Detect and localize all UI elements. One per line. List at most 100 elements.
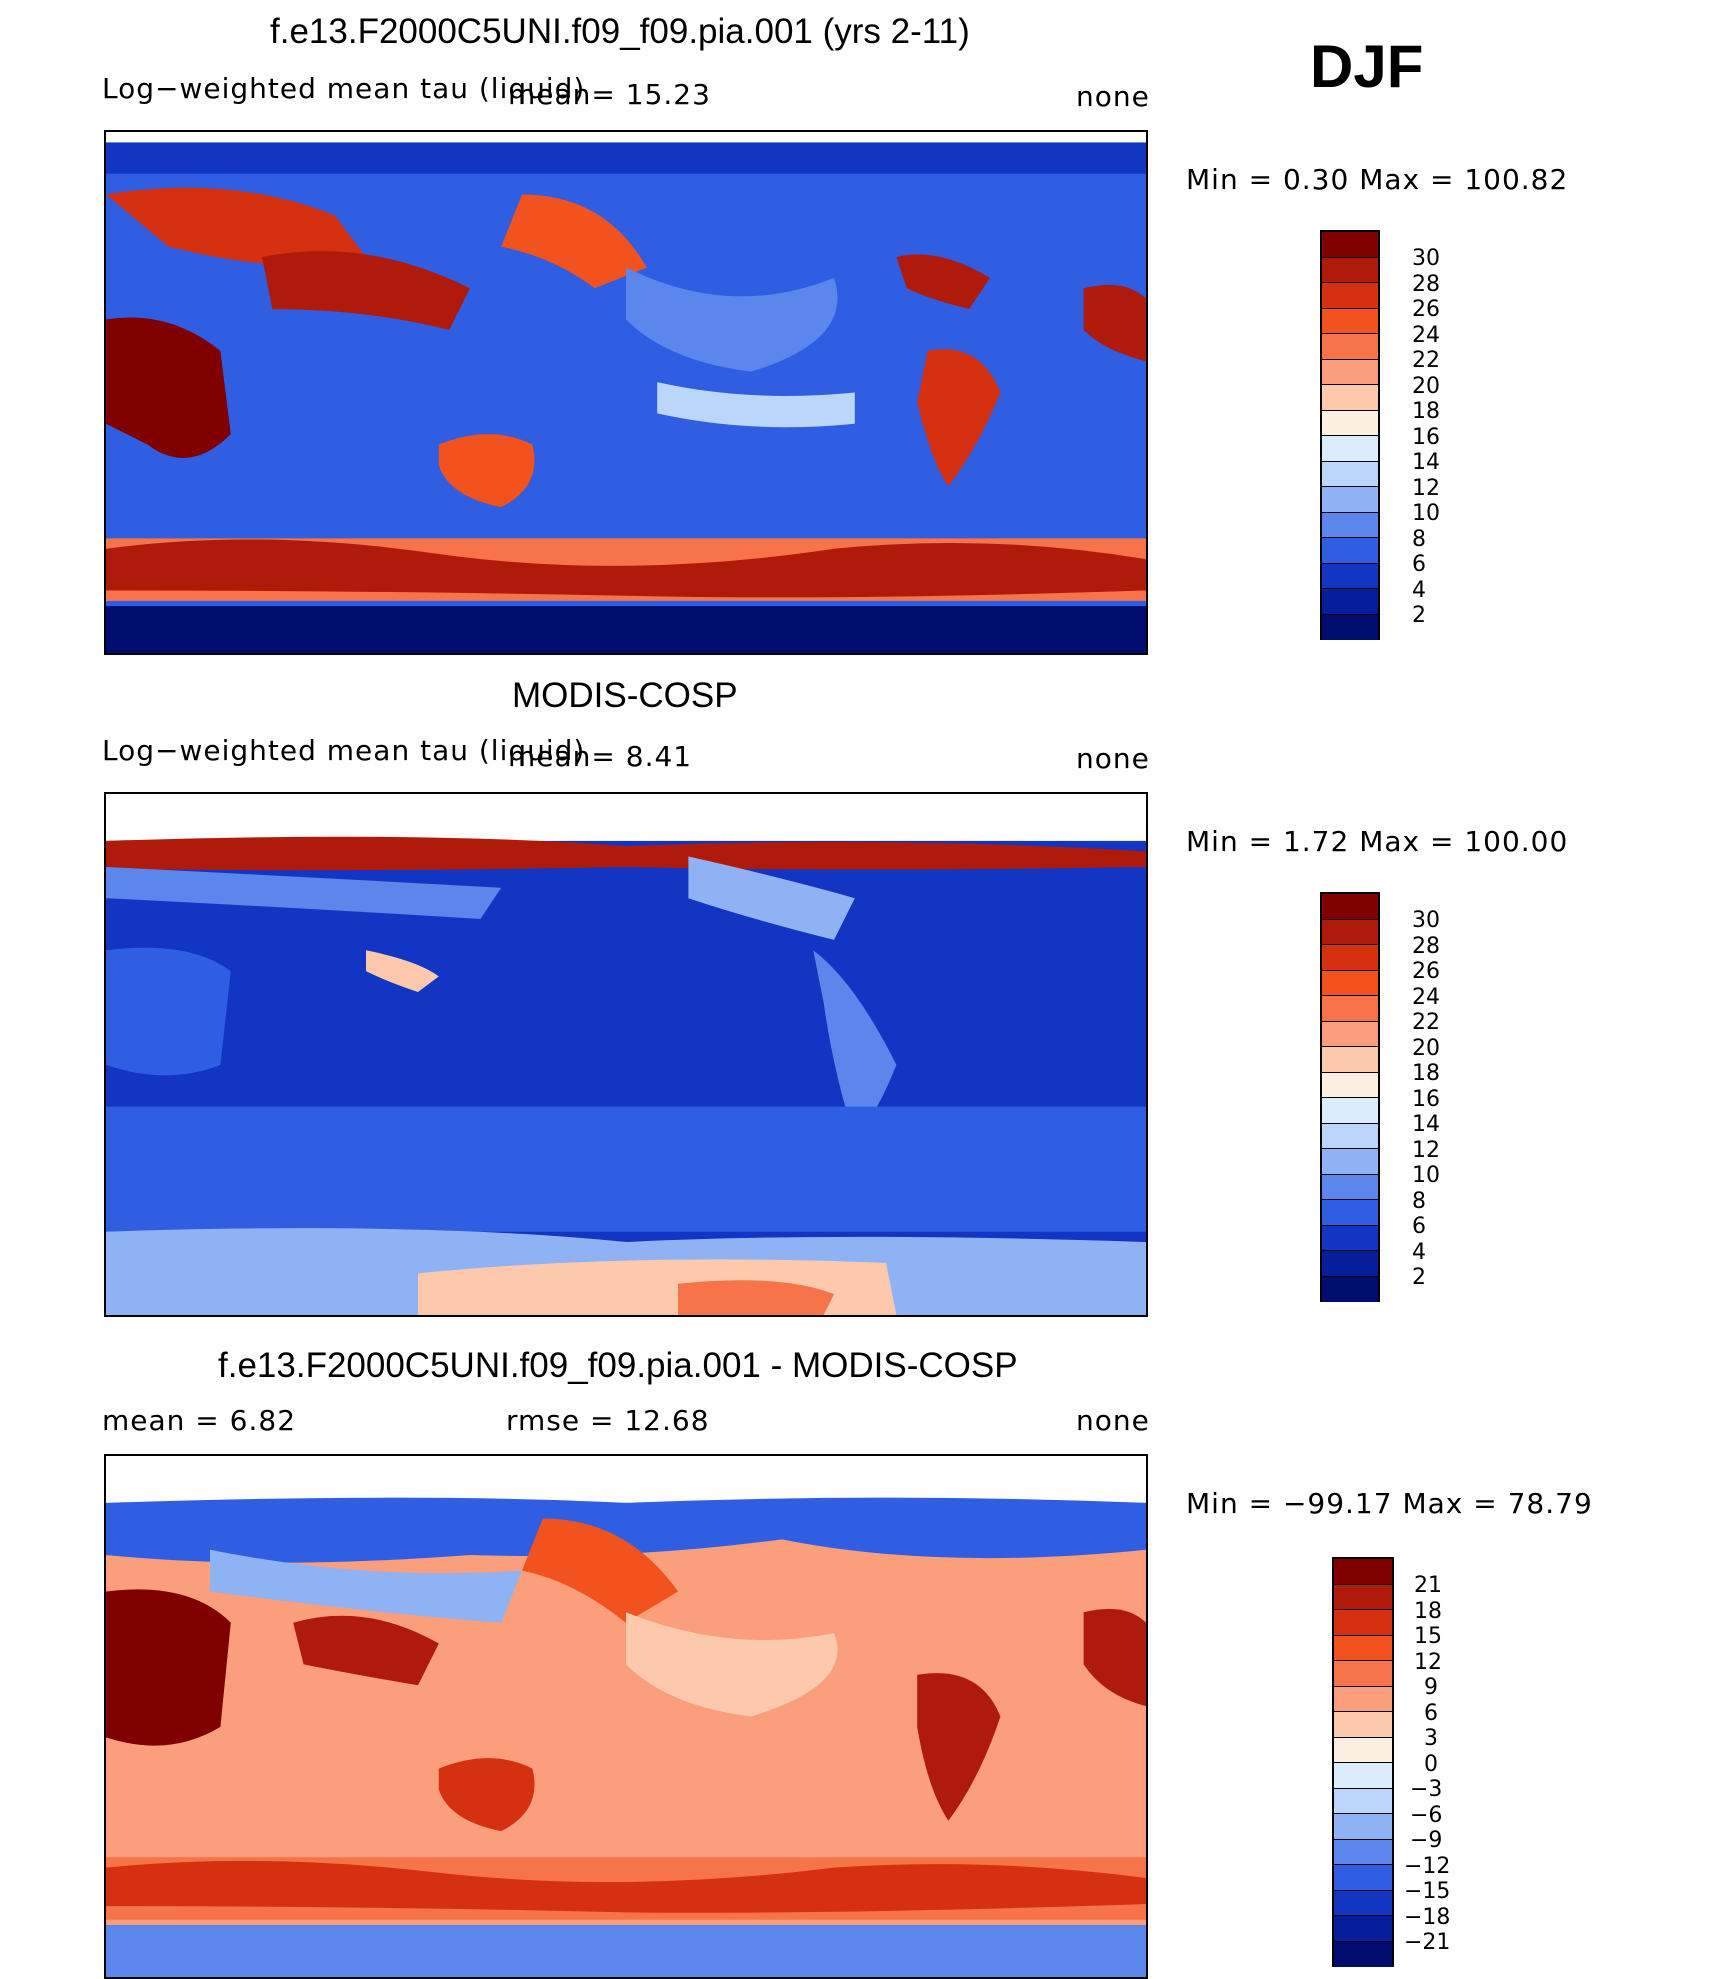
panel3-colorbar-swatch bbox=[1334, 1585, 1392, 1610]
panel1-colorbar-swatch bbox=[1322, 538, 1378, 564]
panel1-colorbar-tick: 16 bbox=[1412, 425, 1440, 450]
panel1-colorbar-tick: 22 bbox=[1412, 348, 1440, 373]
panel3-colorbar-swatch bbox=[1334, 1814, 1392, 1840]
panel2-colorbar-swatch bbox=[1322, 1277, 1378, 1302]
panel3-colorbar-swatch bbox=[1334, 1610, 1392, 1636]
panel1-map bbox=[104, 130, 1148, 655]
panel2-colorbar-swatch bbox=[1322, 1200, 1378, 1226]
panel2-colorbar-tick: 26 bbox=[1412, 959, 1440, 984]
panel1-colorbar-swatch bbox=[1322, 385, 1378, 411]
panel2-colorbar-swatch bbox=[1322, 1175, 1378, 1200]
panel1-colorbar-swatch bbox=[1322, 564, 1378, 589]
panel2-colorbar-tick: 14 bbox=[1412, 1112, 1440, 1137]
panel3-units: none bbox=[1076, 1404, 1150, 1437]
panel2-variable: Log−weighted mean tau (liquid) bbox=[102, 734, 586, 767]
panel1-colorbar-swatch bbox=[1322, 513, 1378, 538]
panel3-colorbar-tick: −6 bbox=[1410, 1803, 1443, 1828]
panel2-colorbar-swatch bbox=[1322, 1226, 1378, 1251]
panel2-minmax: Min = 1.72 Max = 100.00 bbox=[1186, 825, 1569, 858]
panel2-colorbar-tick: 2 bbox=[1412, 1265, 1426, 1290]
panel2-mean: mean= 8.41 bbox=[508, 740, 693, 773]
panel3-minmax: Min = −99.17 Max = 78.79 bbox=[1186, 1487, 1593, 1520]
panel3-colorbar-tick: −15 bbox=[1404, 1879, 1451, 1904]
panel2-colorbar-swatch bbox=[1322, 1047, 1378, 1073]
panel1-colorbar-swatch bbox=[1322, 411, 1378, 436]
panel1-variable: Log−weighted mean tau (liquid) bbox=[102, 72, 586, 105]
panel1-colorbar-tick: 12 bbox=[1412, 476, 1440, 501]
panel3-colorbar-swatch bbox=[1334, 1712, 1392, 1738]
panel1-colorbar-swatch bbox=[1322, 232, 1378, 258]
panel2-colorbar-swatch bbox=[1322, 1098, 1378, 1124]
panel2-colorbar-swatch bbox=[1322, 996, 1378, 1022]
panel3-colorbar-tick: 0 bbox=[1424, 1752, 1438, 1777]
panel3-colorbar-swatch bbox=[1334, 1636, 1392, 1661]
panel2-colorbar-tick: 16 bbox=[1412, 1087, 1440, 1112]
panel3-mean: mean = 6.82 bbox=[102, 1404, 297, 1437]
panel2-map bbox=[104, 792, 1148, 1317]
panel1-colorbar-swatch bbox=[1322, 334, 1378, 360]
panel1-colorbar-tick: 30 bbox=[1412, 246, 1440, 271]
panel2-colorbar-swatch bbox=[1322, 1073, 1378, 1098]
panel1-mean: mean= 15.23 bbox=[508, 78, 711, 111]
panel2-colorbar-tick: 8 bbox=[1412, 1189, 1426, 1214]
panel2-map-svg bbox=[106, 794, 1146, 1315]
panel3-colorbar-tick: 3 bbox=[1424, 1726, 1438, 1751]
panel3-colorbar-tick: −9 bbox=[1410, 1828, 1443, 1853]
panel3-colorbar-swatch bbox=[1334, 1789, 1392, 1814]
panel2-colorbar-swatch bbox=[1322, 971, 1378, 996]
panel2-colorbar-tick: 28 bbox=[1412, 934, 1440, 959]
panel1-colorbar-swatch bbox=[1322, 283, 1378, 309]
panel2-colorbar-tick: 10 bbox=[1412, 1163, 1440, 1188]
panel3-colorbar-swatch bbox=[1334, 1763, 1392, 1789]
panel1-colorbar-swatch bbox=[1322, 615, 1378, 640]
panel3-colorbar-tick: −18 bbox=[1404, 1905, 1451, 1930]
panel2-colorbar-swatch bbox=[1322, 894, 1378, 920]
panel2-colorbar-swatch bbox=[1322, 945, 1378, 971]
panel2-colorbar-tick: 22 bbox=[1412, 1010, 1440, 1035]
panel1-colorbar-tick: 2 bbox=[1412, 603, 1426, 628]
panel3-colorbar-swatch bbox=[1334, 1687, 1392, 1712]
panel1-colorbar-tick: 20 bbox=[1412, 374, 1440, 399]
panel1-colorbar-tick: 4 bbox=[1412, 578, 1426, 603]
panel2-colorbar-tick: 4 bbox=[1412, 1240, 1426, 1265]
panel1-minmax: Min = 0.30 Max = 100.82 bbox=[1186, 163, 1569, 196]
season-label: DJF bbox=[1310, 33, 1424, 100]
panel3-colorbar-swatch bbox=[1334, 1891, 1392, 1916]
panel2-colorbar-swatch bbox=[1322, 1149, 1378, 1175]
panel1-colorbar-tick: 18 bbox=[1412, 399, 1440, 424]
panel1-colorbar-swatch bbox=[1322, 462, 1378, 487]
panel1-colorbar-tick: 10 bbox=[1412, 501, 1440, 526]
panel2-colorbar-swatch bbox=[1322, 1022, 1378, 1047]
panel2-colorbar-tick: 18 bbox=[1412, 1061, 1440, 1086]
panel2-colorbar-swatch bbox=[1322, 1124, 1378, 1149]
panel2-colorbar-tick: 30 bbox=[1412, 908, 1440, 933]
panel3-colorbar bbox=[1332, 1557, 1394, 1967]
panel3-colorbar-tick: 18 bbox=[1414, 1599, 1442, 1624]
panel3-colorbar-swatch bbox=[1334, 1840, 1392, 1865]
panel1-colorbar-swatch bbox=[1322, 360, 1378, 385]
panel3-map-svg bbox=[106, 1456, 1146, 1977]
panel2-colorbar-tick: 12 bbox=[1412, 1138, 1440, 1163]
panel3-colorbar-tick: 21 bbox=[1414, 1573, 1442, 1598]
panel1-colorbar-tick: 8 bbox=[1412, 527, 1426, 552]
panel1-colorbar-tick: 14 bbox=[1412, 450, 1440, 475]
panel3-map bbox=[104, 1454, 1148, 1979]
panel1-colorbar-swatch bbox=[1322, 436, 1378, 462]
panel1-colorbar-tick: 6 bbox=[1412, 552, 1426, 577]
panel2-colorbar-tick: 24 bbox=[1412, 985, 1440, 1010]
panel1-colorbar-tick: 24 bbox=[1412, 323, 1440, 348]
panel3-colorbar-tick: 6 bbox=[1424, 1701, 1438, 1726]
panel3-colorbar-swatch bbox=[1334, 1865, 1392, 1891]
panel2-title: MODIS-COSP bbox=[512, 676, 738, 715]
panel3-colorbar-tick: −3 bbox=[1410, 1777, 1443, 1802]
panel3-colorbar-tick: −21 bbox=[1404, 1930, 1451, 1955]
panel3-colorbar-swatch bbox=[1334, 1559, 1392, 1585]
panel2-units: none bbox=[1076, 742, 1150, 775]
panel1-colorbar-swatch bbox=[1322, 487, 1378, 513]
panel1-colorbar bbox=[1320, 230, 1380, 640]
panel2-colorbar bbox=[1320, 892, 1380, 1302]
panel3-colorbar-tick: −12 bbox=[1404, 1854, 1451, 1879]
panel3-colorbar-swatch bbox=[1334, 1661, 1392, 1687]
panel1-colorbar-swatch bbox=[1322, 309, 1378, 334]
